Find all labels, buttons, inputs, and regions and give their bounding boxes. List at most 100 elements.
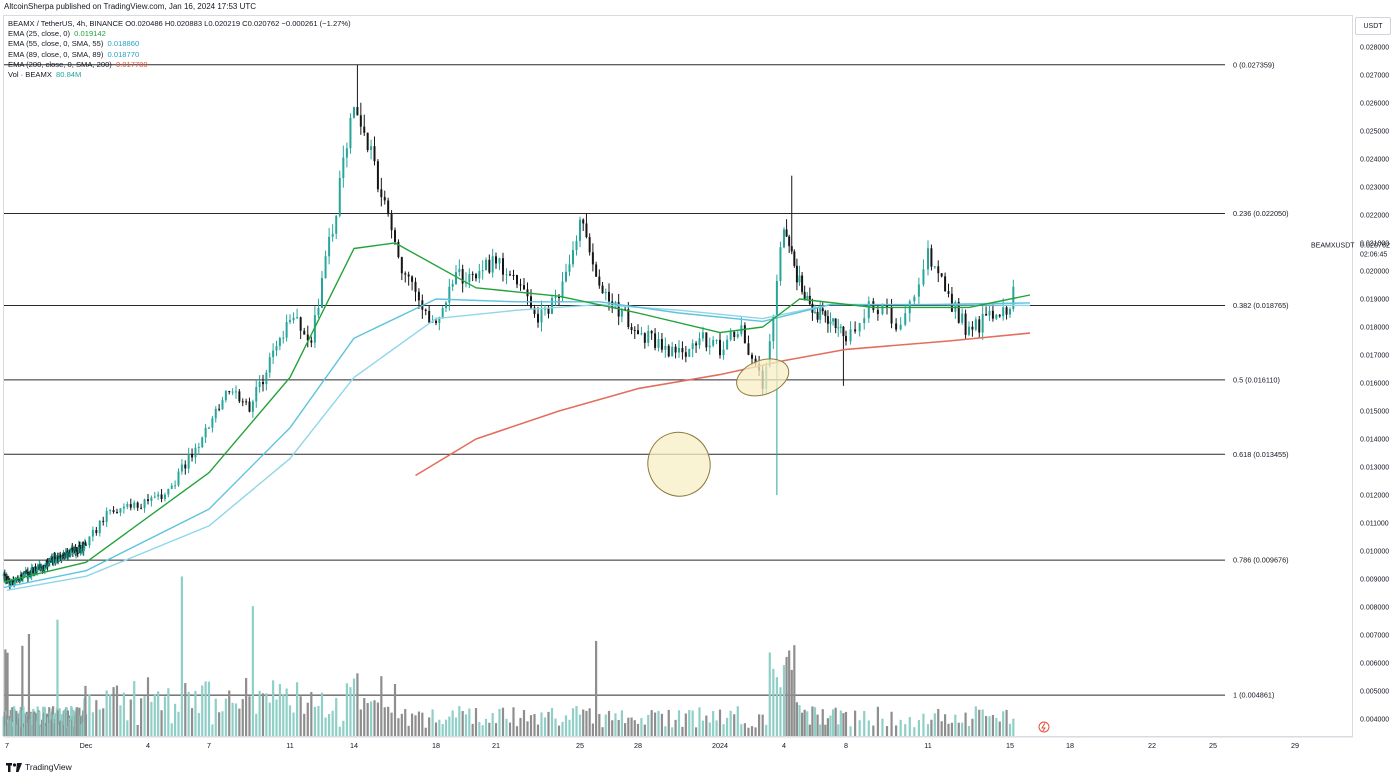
volume-bar [494,723,498,736]
candle-body [751,354,753,359]
candle-body [317,307,320,316]
volume-bar [664,726,667,736]
candle-body [268,357,271,373]
legend-ema200[interactable]: EMA (200, close, 0, SMA, 200) 0.017780 [8,59,148,69]
volume-bar [793,645,796,736]
candle-body [595,264,598,277]
candle-body [743,325,746,344]
candle-body [509,274,511,276]
fib-level-label: 0.236 (0.022050) [1233,209,1289,218]
tradingview-logo-icon [6,762,22,772]
volume-bar [561,721,564,736]
candle-body [251,401,254,412]
candle-body [788,236,791,247]
volume-bar [163,696,167,736]
volume-bar [657,710,660,736]
volume-bar [785,656,788,736]
candle-body [922,269,925,285]
fib-level-label: 0.618 (0.013455) [1233,450,1289,459]
candle-body [9,583,12,588]
candle-body [913,296,916,302]
volume-bar [940,721,943,736]
candle-body [657,338,660,348]
ema55-line [3,298,1031,589]
candle-body [58,558,61,562]
volume-bar [21,645,24,736]
chart-legend: BEAMX / TetherUS, 4h, BINANCE O0.020486 … [8,19,351,80]
candle-body [414,281,417,292]
candle-body [819,308,822,320]
price-axis-tick: 0.007000 [1360,633,1389,640]
candle-body [428,311,431,323]
volume-bar [38,711,41,736]
legend-ema55[interactable]: EMA (55, close, 0, SMA, 55) 0.018860 [8,39,140,49]
price-axis-tick: 0.012000 [1360,493,1389,500]
candle-body [471,273,474,275]
volume-bar [261,693,265,736]
volume-bar [150,701,153,736]
volume-bar [1012,718,1015,736]
currency-selector[interactable]: USDT [1355,17,1391,35]
candle-body [445,302,447,308]
volume-bar [630,717,633,736]
candle-body [582,219,585,224]
candle-body [18,579,21,582]
volume-bar [681,726,684,736]
candle-body [78,545,81,547]
candle-body [498,258,501,264]
candle-body [783,229,785,248]
legend-symbol[interactable]: BEAMX / TetherUS, 4h, BINANCE [8,19,124,28]
volume-bar [306,702,309,736]
candle-body [826,316,829,324]
candle-body [79,546,82,553]
volume-bar [937,708,940,736]
candle-body [917,284,920,297]
volume-bar [829,715,832,736]
candle-body [435,320,437,324]
candle-body [491,256,494,273]
volume-bar [356,673,359,736]
volume-bar [617,720,620,736]
ema25-line [3,242,1031,583]
candle-body [733,331,736,338]
volume-bar [458,706,461,736]
volume-bar [255,713,258,736]
candle-body [380,189,383,198]
candle-body [547,307,550,314]
legend-ema89[interactable]: EMA (89, close, 0, SMA, 89) 0.018770 [8,49,140,59]
volume-bar [143,696,146,736]
volume-bar [575,706,578,736]
volume-bar [184,683,187,736]
candle-body [726,339,729,350]
candle-body [654,333,657,348]
volume-bar [56,619,59,736]
volume-bar [588,708,591,736]
candle-body [568,264,571,272]
volume-bar [863,711,866,736]
candle-body [627,309,630,327]
legend-ema25[interactable]: EMA (25, close, 0) 0.019142 [8,29,106,39]
volume-bar [782,665,786,736]
candle-body [890,307,893,324]
candle-body [299,317,302,331]
volume-bar [943,714,947,736]
price-axis-tick: 0.025000 [1360,128,1389,135]
candle-body [356,106,359,116]
candle-body [211,418,214,428]
candle-body [180,464,183,472]
candle-body [52,557,55,564]
candle-body [184,464,187,469]
legend-volume[interactable]: Vol · BEAMX 80.84M [8,70,82,80]
candle-body [795,265,798,283]
volume-bar [251,606,254,736]
volume-bar [153,693,156,736]
candle-body [394,230,396,242]
volume-bar [601,727,604,736]
candle-body [872,301,875,310]
candle-body [715,339,718,341]
candle-body [18,578,21,580]
volume-bar [922,713,925,736]
candle-body [42,565,45,570]
candle-body [705,332,708,348]
